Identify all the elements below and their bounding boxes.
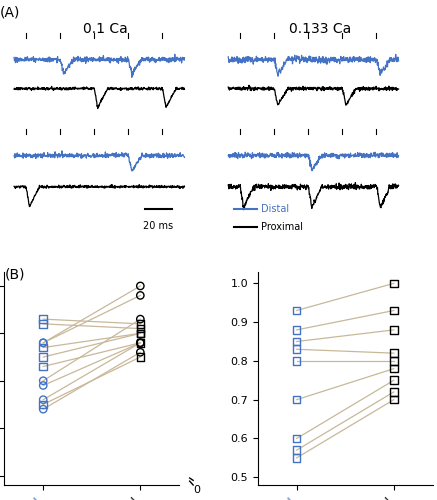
Point [293, 446, 300, 454]
Point [40, 315, 47, 323]
Point [40, 362, 47, 370]
Point [293, 396, 300, 404]
Point [137, 320, 144, 328]
Text: 0.133 Ca: 0.133 Ca [288, 22, 351, 36]
Point [390, 357, 397, 365]
Text: (A): (A) [0, 5, 21, 19]
Point [137, 282, 144, 290]
Point [293, 434, 300, 442]
Point [137, 292, 144, 300]
Point [40, 382, 47, 390]
Point [390, 388, 397, 396]
Point [40, 339, 47, 347]
Point [40, 400, 47, 408]
Point [390, 396, 397, 404]
Text: 0.1 Ca: 0.1 Ca [83, 22, 128, 36]
Point [293, 346, 300, 354]
Point [40, 320, 47, 328]
Point [137, 339, 144, 347]
Text: (B): (B) [4, 268, 25, 281]
Text: 0: 0 [193, 485, 200, 495]
Point [40, 339, 47, 347]
Text: Proximal: Proximal [261, 222, 303, 232]
Point [390, 364, 397, 372]
Point [293, 454, 300, 462]
Point [390, 306, 397, 314]
Point [40, 376, 47, 384]
Point [137, 330, 144, 338]
Point [293, 357, 300, 365]
Point [390, 280, 397, 287]
Point [293, 326, 300, 334]
Text: Distal: Distal [261, 204, 289, 214]
Point [293, 306, 300, 314]
Point [390, 326, 397, 334]
Point [40, 344, 47, 351]
Point [137, 348, 144, 356]
Point [137, 315, 144, 323]
Point [293, 338, 300, 345]
Point [137, 330, 144, 338]
Point [40, 405, 47, 413]
Point [137, 339, 144, 347]
Point [137, 353, 144, 361]
Point [137, 324, 144, 332]
Point [390, 376, 397, 384]
Point [390, 349, 397, 357]
Point [40, 396, 47, 404]
Point [137, 339, 144, 347]
Text: 20 ms: 20 ms [143, 221, 173, 231]
Point [40, 353, 47, 361]
